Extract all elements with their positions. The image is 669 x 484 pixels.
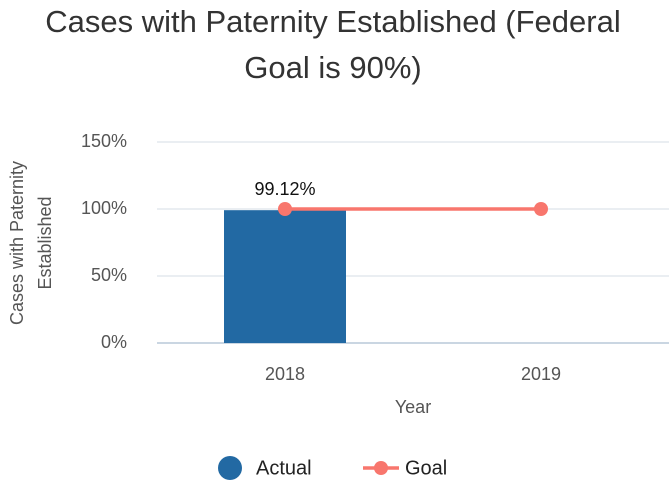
chart-title: Cases with Paternity Established (Federa…: [45, 4, 620, 39]
x-tick-label: 2019: [521, 364, 561, 384]
legend-swatch: [218, 456, 242, 480]
chart-title: Goal is 90%): [244, 50, 421, 85]
bar: [224, 210, 346, 343]
point: [534, 202, 548, 216]
y-tick-label: 0%: [101, 332, 127, 352]
y-tick-label: 150%: [81, 131, 127, 151]
legend-label: Goal: [405, 457, 447, 479]
legend-swatch: [374, 461, 388, 475]
y-axis-label-group: Cases with Paternity Established: [7, 161, 55, 325]
x-tick-label: 2018: [265, 364, 305, 384]
point: [278, 202, 292, 216]
data-label: 99.12%: [254, 179, 315, 199]
y-tick-label: 50%: [91, 265, 127, 285]
legend-label: Actual: [256, 457, 312, 479]
y-axis-label: Established: [35, 196, 55, 289]
y-tick-label: 100%: [81, 198, 127, 218]
x-axis-label: Year: [395, 397, 431, 417]
y-axis-label: Cases with Paternity: [7, 161, 27, 325]
